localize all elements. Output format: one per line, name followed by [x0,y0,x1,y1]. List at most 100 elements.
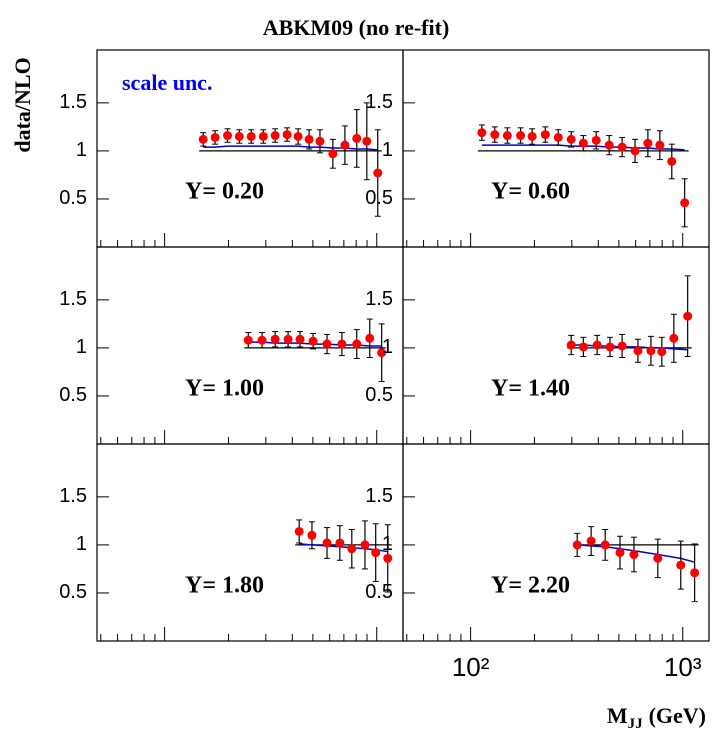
panel-label: Y= 0.60 [491,179,570,205]
y-tick-label: 0.5 [59,581,87,603]
y-tick-label: 0.5 [365,187,393,209]
data-point [629,550,639,560]
data-point [352,339,362,349]
data-point [335,538,345,548]
data-point [605,342,615,352]
data-point [566,134,576,144]
data-point [604,140,614,150]
data-point [223,131,233,141]
data-point [655,140,665,150]
data-point [527,131,537,141]
y-tick-label: 0.5 [59,384,87,406]
data-point [591,135,601,145]
data-point [258,131,268,141]
panel-label: Y= 1.40 [491,376,570,402]
data-point [490,130,500,140]
data-point [210,132,220,142]
y-tick-label: 1.5 [365,485,393,507]
data-point [365,333,375,343]
y-tick-label: 1 [382,533,393,555]
data-point [615,548,625,558]
data-point [373,168,383,178]
theory-curve [577,544,695,563]
data-point [360,540,370,550]
x-axis-label: MJJ (GeV) [607,703,706,732]
data-point [198,134,208,144]
data-point [315,136,325,146]
panel-label: Y= 1.00 [185,376,264,402]
data-point [328,149,338,159]
data-point [516,131,526,141]
panel-label: Y= 0.20 [185,179,264,205]
data-point [578,342,588,352]
data-point [578,138,588,148]
data-point [352,133,362,143]
chart-title: ABKM09 (no re-fit) [263,15,450,40]
data-point [600,540,610,550]
data-point [304,134,314,144]
data-point [340,140,350,150]
y-tick-label: 0.5 [365,581,393,603]
x-axis-label-sub: JJ [628,716,644,732]
data-point [676,560,686,570]
data-point [362,136,372,146]
x-axis-label-unit: (GeV) [649,703,706,728]
data-point [322,538,332,548]
data-point [294,526,304,536]
data-point [371,548,381,558]
y-tick-label: 1.5 [59,288,87,310]
y-tick-label: 1.5 [59,91,87,113]
y-axis-label: data/NLO [10,57,35,152]
panel-label: Y= 1.80 [185,573,264,599]
y-tick-label: 1 [76,336,87,358]
data-point [322,339,332,349]
data-point [669,333,679,343]
data-point [234,131,244,141]
y-tick-label: 1 [382,139,393,161]
data-point [307,530,317,540]
data-point [680,198,690,208]
data-point [553,132,563,142]
data-point [293,131,303,141]
data-point [257,335,267,345]
data-point [540,130,550,140]
data-point [667,156,677,166]
data-point [295,334,305,344]
x-tick-label: 10³ [664,652,702,682]
x-tick-label: 10² [452,652,490,682]
y-tick-label: 1 [76,533,87,555]
data-point [646,346,656,356]
y-tick-label: 1.5 [59,485,87,507]
data-point [502,131,512,141]
data-point [643,138,653,148]
data-point [592,340,602,350]
y-tick-label: 1.5 [365,91,393,113]
data-point [283,334,293,344]
data-point [617,341,627,351]
panel-frame [402,443,710,642]
y-tick-label: 1 [382,336,393,358]
data-point [243,335,253,345]
data-point [347,544,357,554]
data-point [630,146,640,156]
y-tick-label: 1.5 [365,288,393,310]
data-point [246,131,256,141]
data-point [617,142,627,152]
data-point [690,568,700,578]
data-point [566,340,576,350]
x-axis-label-main: M [607,703,628,728]
theory-curve [203,145,378,151]
panel-label: Y= 2.20 [491,573,570,599]
data-point [653,553,663,563]
annotation: scale unc. [122,70,212,95]
data-point [633,346,643,356]
data-point [377,348,387,358]
data-point [586,536,596,546]
data-point [308,336,318,346]
data-point [657,347,667,357]
data-point [270,131,280,141]
data-point [683,311,693,321]
data-point [383,553,393,563]
